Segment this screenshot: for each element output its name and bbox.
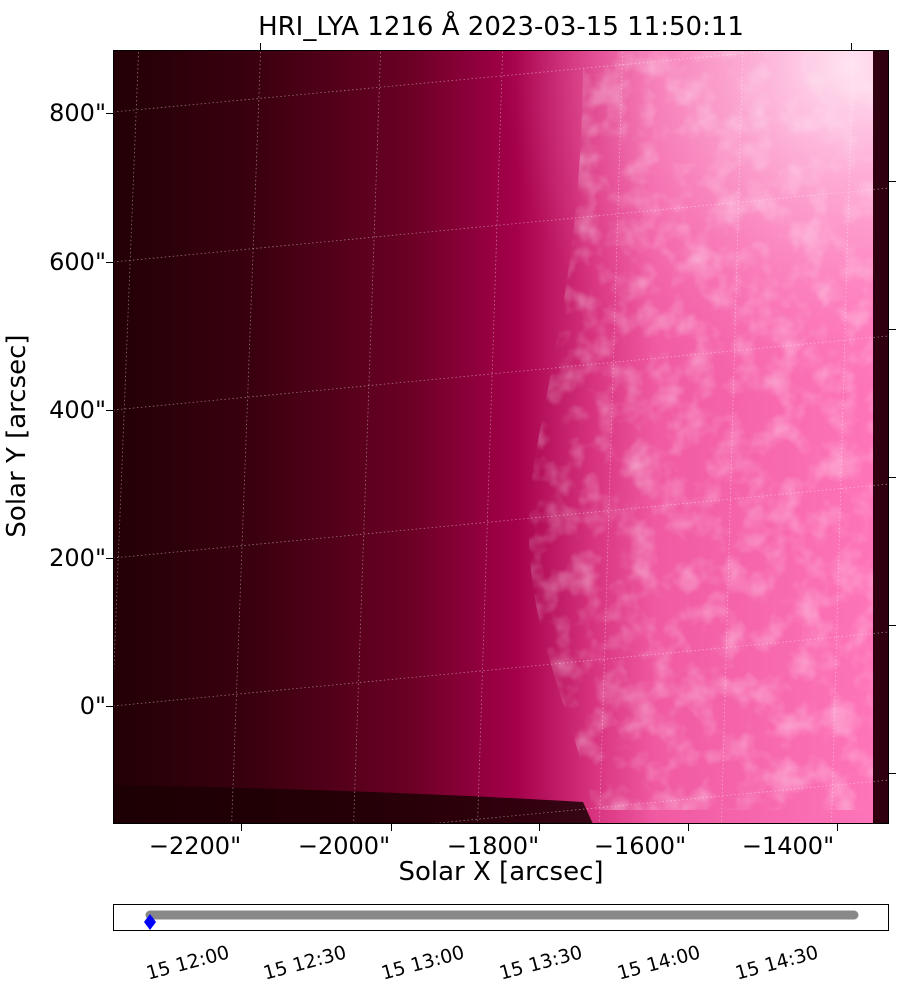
time-tick-label: 15 14:30 <box>732 941 821 985</box>
x-tick-mark <box>391 824 392 831</box>
time-tick-label: 15 13:00 <box>378 941 467 985</box>
x-tick-mark <box>688 824 689 831</box>
x-tick-label: −1600" <box>593 832 687 860</box>
top-tick-mark <box>260 43 261 50</box>
solar-image-panel[interactable] <box>113 50 889 824</box>
right-tick-mark <box>889 773 896 774</box>
y-tick-label: 800" <box>49 99 106 127</box>
solar-lya-image <box>113 50 889 824</box>
x-tick-label: −1800" <box>446 832 540 860</box>
y-tick-label: 600" <box>49 248 106 276</box>
y-tick-mark <box>106 706 113 707</box>
y-tick-label: 200" <box>49 544 106 572</box>
x-tick-label: −2000" <box>297 832 391 860</box>
x-tick-label: −1400" <box>741 832 835 860</box>
right-tick-mark <box>889 477 896 478</box>
x-tick-label: −2200" <box>148 832 242 860</box>
right-tick-mark <box>889 625 896 626</box>
time-slider[interactable] <box>113 904 889 931</box>
x-tick-mark <box>241 824 242 831</box>
time-tick-label: 15 12:30 <box>260 941 349 985</box>
time-tick-label: 15 12:00 <box>143 941 232 985</box>
x-axis-title: Solar X [arcsec] <box>398 857 604 887</box>
time-tick-label: 15 13:30 <box>496 941 585 985</box>
y-tick-label: 400" <box>49 396 106 424</box>
y-tick-mark <box>106 262 113 263</box>
y-tick-mark <box>106 410 113 411</box>
right-tick-mark <box>889 329 896 330</box>
time-tick-label: 15 14:00 <box>614 941 703 985</box>
right-tick-mark <box>889 181 896 182</box>
x-tick-mark <box>539 824 540 831</box>
y-axis-title: Solar Y [arcsec] <box>2 334 32 538</box>
y-tick-label: 0" <box>79 692 106 720</box>
y-tick-mark <box>106 558 113 559</box>
plot-title: HRI_LYA 1216 Å 2023-03-15 11:50:11 <box>258 12 744 42</box>
time-slider-track[interactable] <box>114 905 888 930</box>
x-tick-mark <box>837 824 838 831</box>
y-tick-mark <box>106 113 113 114</box>
top-tick-mark <box>851 43 852 50</box>
time-marker-icon <box>144 914 156 930</box>
